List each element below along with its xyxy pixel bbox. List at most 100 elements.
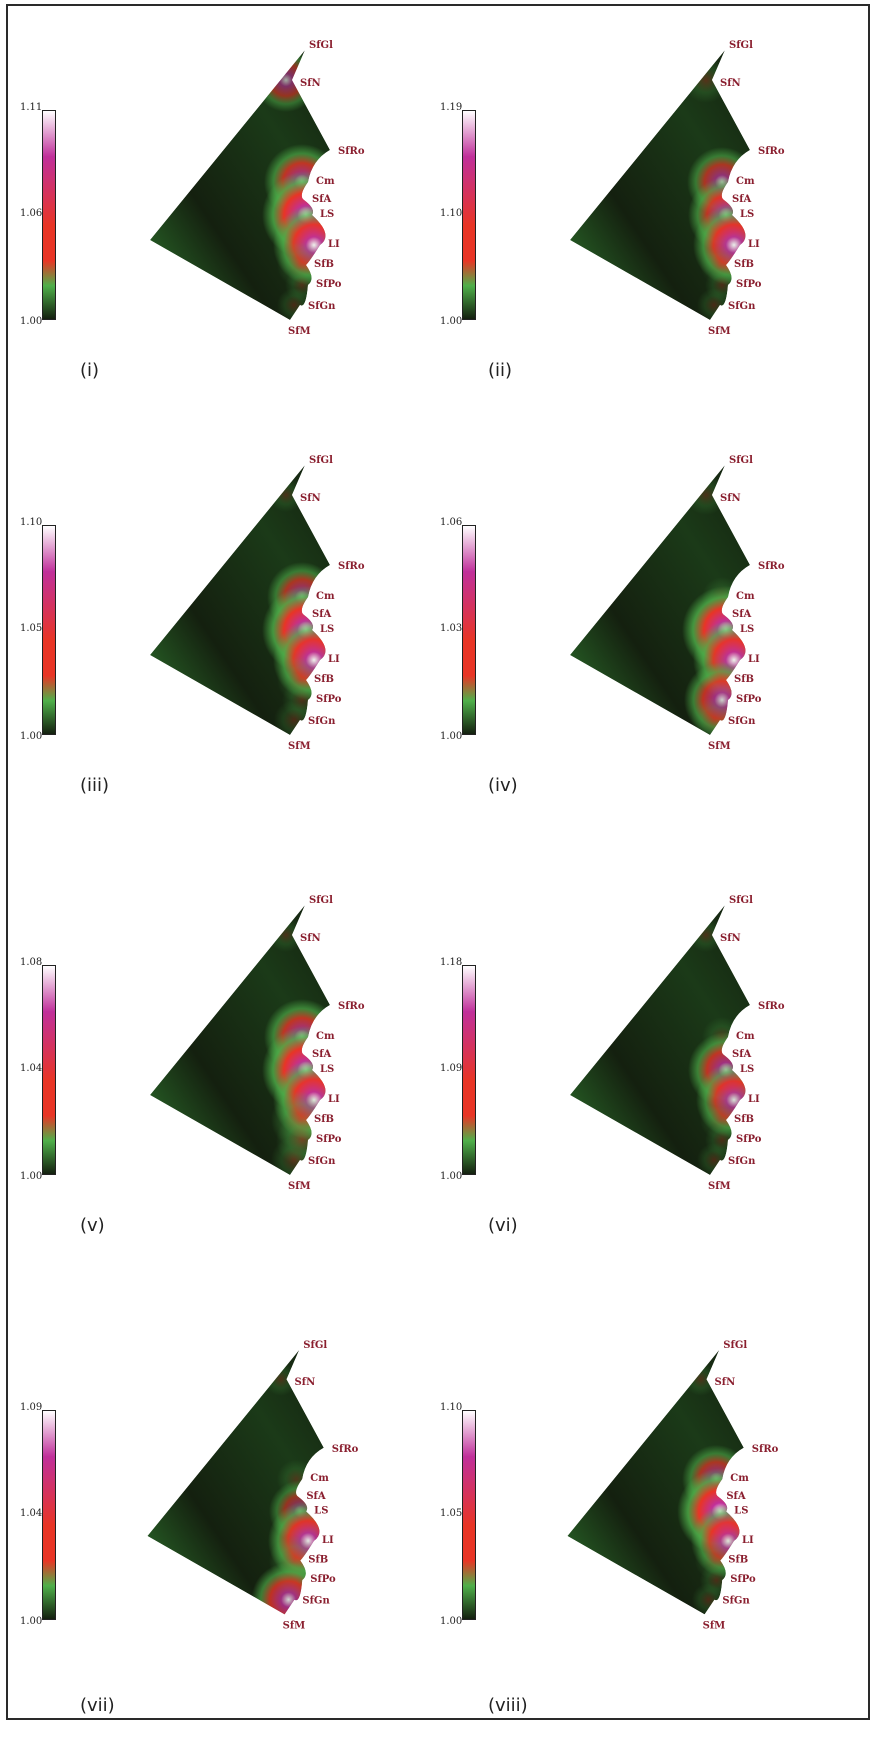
panel-6: 1.18 1.09 1.00 SfGl SfN SfRo Cm SfA LS LI SfB SfPo S… bbox=[440, 895, 850, 1295]
landmark-label-sfgl: SfGl bbox=[729, 455, 753, 466]
colorbar-tick-mid: 1.06 bbox=[20, 208, 43, 219]
landmark-label-sfb: SfB bbox=[314, 674, 334, 685]
colorbar-tick-max: 1.09 bbox=[20, 1402, 43, 1413]
hotspot-sfgn bbox=[697, 1143, 731, 1175]
colorbar bbox=[462, 965, 476, 1175]
landmark-label-sfa: SfA bbox=[312, 609, 332, 620]
panel-caption: (iii) bbox=[80, 775, 110, 796]
colorbar-tick-min: 1.00 bbox=[440, 316, 463, 327]
landmark-label-sfgl: SfGl bbox=[303, 1340, 327, 1351]
hotspot-sfn bbox=[269, 478, 303, 512]
landmark-label-sfpo: SfPo bbox=[736, 279, 762, 290]
panel-caption: (iv) bbox=[488, 775, 518, 796]
landmark-label-sfpo: SfPo bbox=[736, 694, 762, 705]
landmark-label-ls: LS bbox=[740, 624, 754, 635]
landmark-label-sfpo: SfPo bbox=[316, 279, 342, 290]
landmark-label-sfgn: SfGn bbox=[308, 301, 336, 312]
landmark-label-cm: Cm bbox=[316, 1031, 335, 1042]
landmark-label-cm: Cm bbox=[730, 1473, 749, 1484]
colorbar bbox=[462, 1410, 476, 1620]
landmark-label-sfgn: SfGn bbox=[728, 301, 756, 312]
colorbar-tick-max: 1.19 bbox=[440, 102, 463, 113]
landmark-label-ls: LS bbox=[314, 1506, 328, 1517]
face-heatmap: SfGl SfN SfRo Cm SfA LS LI SfB SfPo SfGn SfM bbox=[567, 1340, 779, 1631]
landmark-label-sfgl: SfGl bbox=[729, 40, 753, 51]
landmark-label-sfro: SfRo bbox=[758, 1001, 785, 1012]
landmark-label-sfpo: SfPo bbox=[316, 1134, 342, 1145]
colorbar-tick-max: 1.18 bbox=[440, 957, 463, 968]
landmark-label-sfgn: SfGn bbox=[308, 716, 336, 727]
landmark-label-sfgn: SfGn bbox=[722, 1596, 750, 1607]
colorbar-tick-max: 1.10 bbox=[440, 1402, 463, 1413]
landmark-label-li: LI bbox=[322, 1535, 334, 1546]
panel-5: 1.08 1.04 1.00 SfGl SfN SfRo Cm SfA LS LI SfB SfPo S… bbox=[20, 895, 430, 1295]
landmark-label-sfa: SfA bbox=[312, 194, 332, 205]
colorbar-tick-min: 1.00 bbox=[20, 1616, 43, 1627]
landmark-label-sfa: SfA bbox=[726, 1491, 746, 1502]
landmark-label-sfgn: SfGn bbox=[728, 716, 756, 727]
hotspot-sfn bbox=[684, 1362, 718, 1396]
landmark-label-sfro: SfRo bbox=[758, 146, 785, 157]
panel-2: 1.19 1.10 1.00 SfGl SfN SfRo Cm SfA LS LI SfB SfPo S… bbox=[440, 40, 850, 440]
colorbar-tick-mid: 1.04 bbox=[20, 1508, 43, 1519]
colorbar bbox=[42, 965, 56, 1175]
landmark-label-sfm: SfM bbox=[708, 326, 731, 337]
landmark-label-sfa: SfA bbox=[732, 1049, 752, 1060]
panel-caption: (vi) bbox=[488, 1215, 518, 1236]
landmark-label-sfm: SfM bbox=[288, 326, 311, 337]
landmark-label-sfro: SfRo bbox=[338, 146, 365, 157]
landmark-label-sfm: SfM bbox=[708, 1181, 731, 1192]
landmark-label-sfn: SfN bbox=[300, 493, 321, 504]
landmark-label-cm: Cm bbox=[736, 176, 755, 187]
landmark-label-sfm: SfM bbox=[708, 741, 731, 752]
landmark-label-sfro: SfRo bbox=[758, 561, 785, 572]
landmark-label-li: LI bbox=[328, 654, 340, 665]
panel-1: 1.11 1.06 1.00 SfGl SfN SfRo Cm SfA LS LI SfB SfPo S… bbox=[20, 40, 430, 440]
landmark-label-sfb: SfB bbox=[308, 1555, 328, 1566]
colorbar-tick-mid: 1.03 bbox=[440, 623, 463, 634]
face-heatmap: SfGl SfN SfRo Cm SfA LS LI SfB SfPo SfGn SfM bbox=[570, 895, 785, 1192]
landmark-label-cm: Cm bbox=[310, 1473, 329, 1484]
colorbar bbox=[42, 110, 56, 320]
landmark-label-sfn: SfN bbox=[720, 78, 741, 89]
landmark-label-sfgl: SfGl bbox=[729, 895, 753, 906]
landmark-label-sfa: SfA bbox=[732, 194, 752, 205]
landmark-label-sfpo: SfPo bbox=[310, 1574, 336, 1585]
colorbar-tick-min: 1.00 bbox=[440, 1171, 463, 1182]
face-heatmap: SfGl SfN SfRo Cm SfA LS LI SfB SfPo SfGn SfM bbox=[570, 40, 785, 337]
landmark-label-sfn: SfN bbox=[295, 1377, 316, 1388]
landmark-label-sfgn: SfGn bbox=[302, 1596, 330, 1607]
landmark-label-sfb: SfB bbox=[314, 259, 334, 270]
panel-caption: (v) bbox=[80, 1215, 105, 1236]
hotspot-sfn bbox=[689, 918, 723, 952]
landmark-label-ls: LS bbox=[740, 1064, 754, 1075]
panel-caption: (i) bbox=[80, 360, 100, 381]
hotspot-sfn bbox=[269, 918, 303, 952]
landmark-label-sfpo: SfPo bbox=[736, 1134, 762, 1145]
landmark-label-sfb: SfB bbox=[728, 1555, 748, 1566]
colorbar-tick-max: 1.06 bbox=[440, 517, 463, 528]
colorbar-tick-mid: 1.04 bbox=[20, 1063, 43, 1074]
colorbar-tick-max: 1.11 bbox=[20, 102, 43, 113]
landmark-label-ls: LS bbox=[320, 209, 334, 220]
panel-caption: (ii) bbox=[488, 360, 513, 381]
colorbar bbox=[462, 110, 476, 320]
landmark-label-sfb: SfB bbox=[734, 259, 754, 270]
landmark-label-sfro: SfRo bbox=[338, 1001, 365, 1012]
hotspot-sfgn bbox=[691, 1583, 726, 1615]
landmark-label-li: LI bbox=[748, 239, 760, 250]
colorbar bbox=[42, 525, 56, 735]
landmark-label-sfm: SfM bbox=[703, 1620, 726, 1631]
landmark-label-sfgl: SfGl bbox=[723, 1340, 747, 1351]
colorbar-tick-max: 1.08 bbox=[20, 957, 43, 968]
landmark-label-sfb: SfB bbox=[314, 1114, 334, 1125]
landmark-label-ls: LS bbox=[320, 624, 334, 635]
colorbar-tick-min: 1.00 bbox=[20, 1171, 43, 1182]
colorbar-tick-max: 1.10 bbox=[20, 517, 43, 528]
landmark-label-sfm: SfM bbox=[283, 1620, 306, 1631]
landmark-label-cm: Cm bbox=[316, 176, 335, 187]
landmark-label-sfa: SfA bbox=[732, 609, 752, 620]
landmark-label-cm: Cm bbox=[736, 1031, 755, 1042]
face-heatmap: SfGl SfN SfRo Cm SfA LS LI SfB SfPo SfGn SfM bbox=[570, 455, 785, 752]
